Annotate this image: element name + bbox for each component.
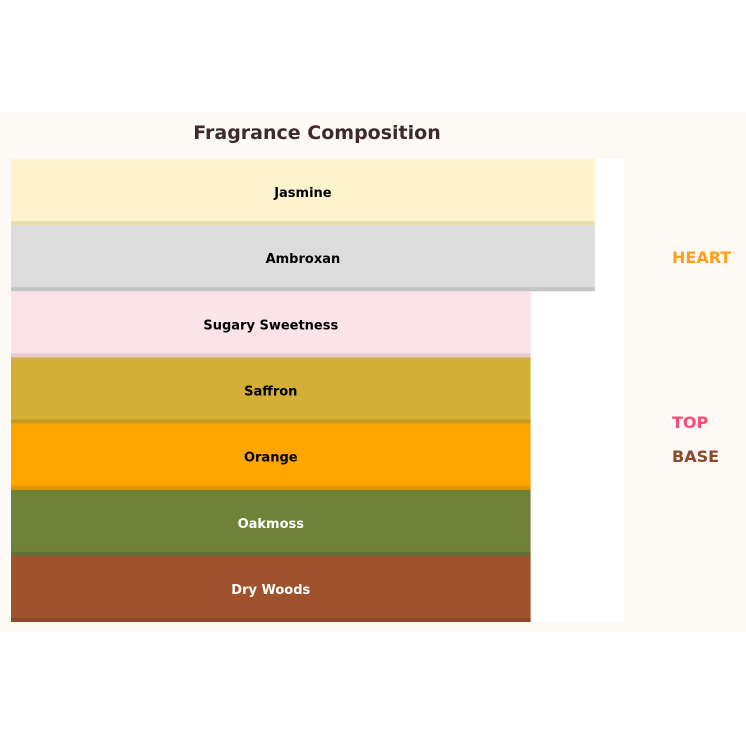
legend-top: TOP	[672, 413, 709, 432]
bar-orange	[11, 423, 531, 490]
bar-edge	[11, 551, 531, 556]
bar-label: Oakmoss	[238, 517, 305, 532]
bar-sugary-sweetness	[11, 291, 531, 358]
bar-oakmoss	[11, 489, 531, 556]
bar-edge	[11, 618, 531, 622]
bar-label: Orange	[244, 451, 298, 466]
bar-label: Ambroxan	[266, 252, 341, 267]
chart-title: Fragrance Composition	[193, 122, 440, 144]
bar-edge	[11, 221, 595, 226]
legend-base: BASE	[672, 447, 719, 466]
bar-label: Saffron	[244, 385, 297, 400]
bar-label: Sugary Sweetness	[203, 318, 338, 333]
bar-label: Jasmine	[273, 186, 332, 201]
bar-dry-woods	[11, 555, 531, 622]
bar-ambroxan	[11, 225, 595, 292]
bar-edge	[11, 485, 531, 490]
bar-saffron	[11, 357, 531, 424]
bar-label: Dry Woods	[231, 583, 310, 598]
bar-edge	[11, 287, 595, 292]
bar-jasmine	[11, 159, 595, 226]
legend-heart: HEART	[672, 248, 731, 267]
bar-edge	[11, 353, 531, 358]
bars: Jasmine Ambroxan Sugary Sweetness Saffron Or…	[11, 159, 595, 622]
bar-edge	[11, 419, 531, 424]
